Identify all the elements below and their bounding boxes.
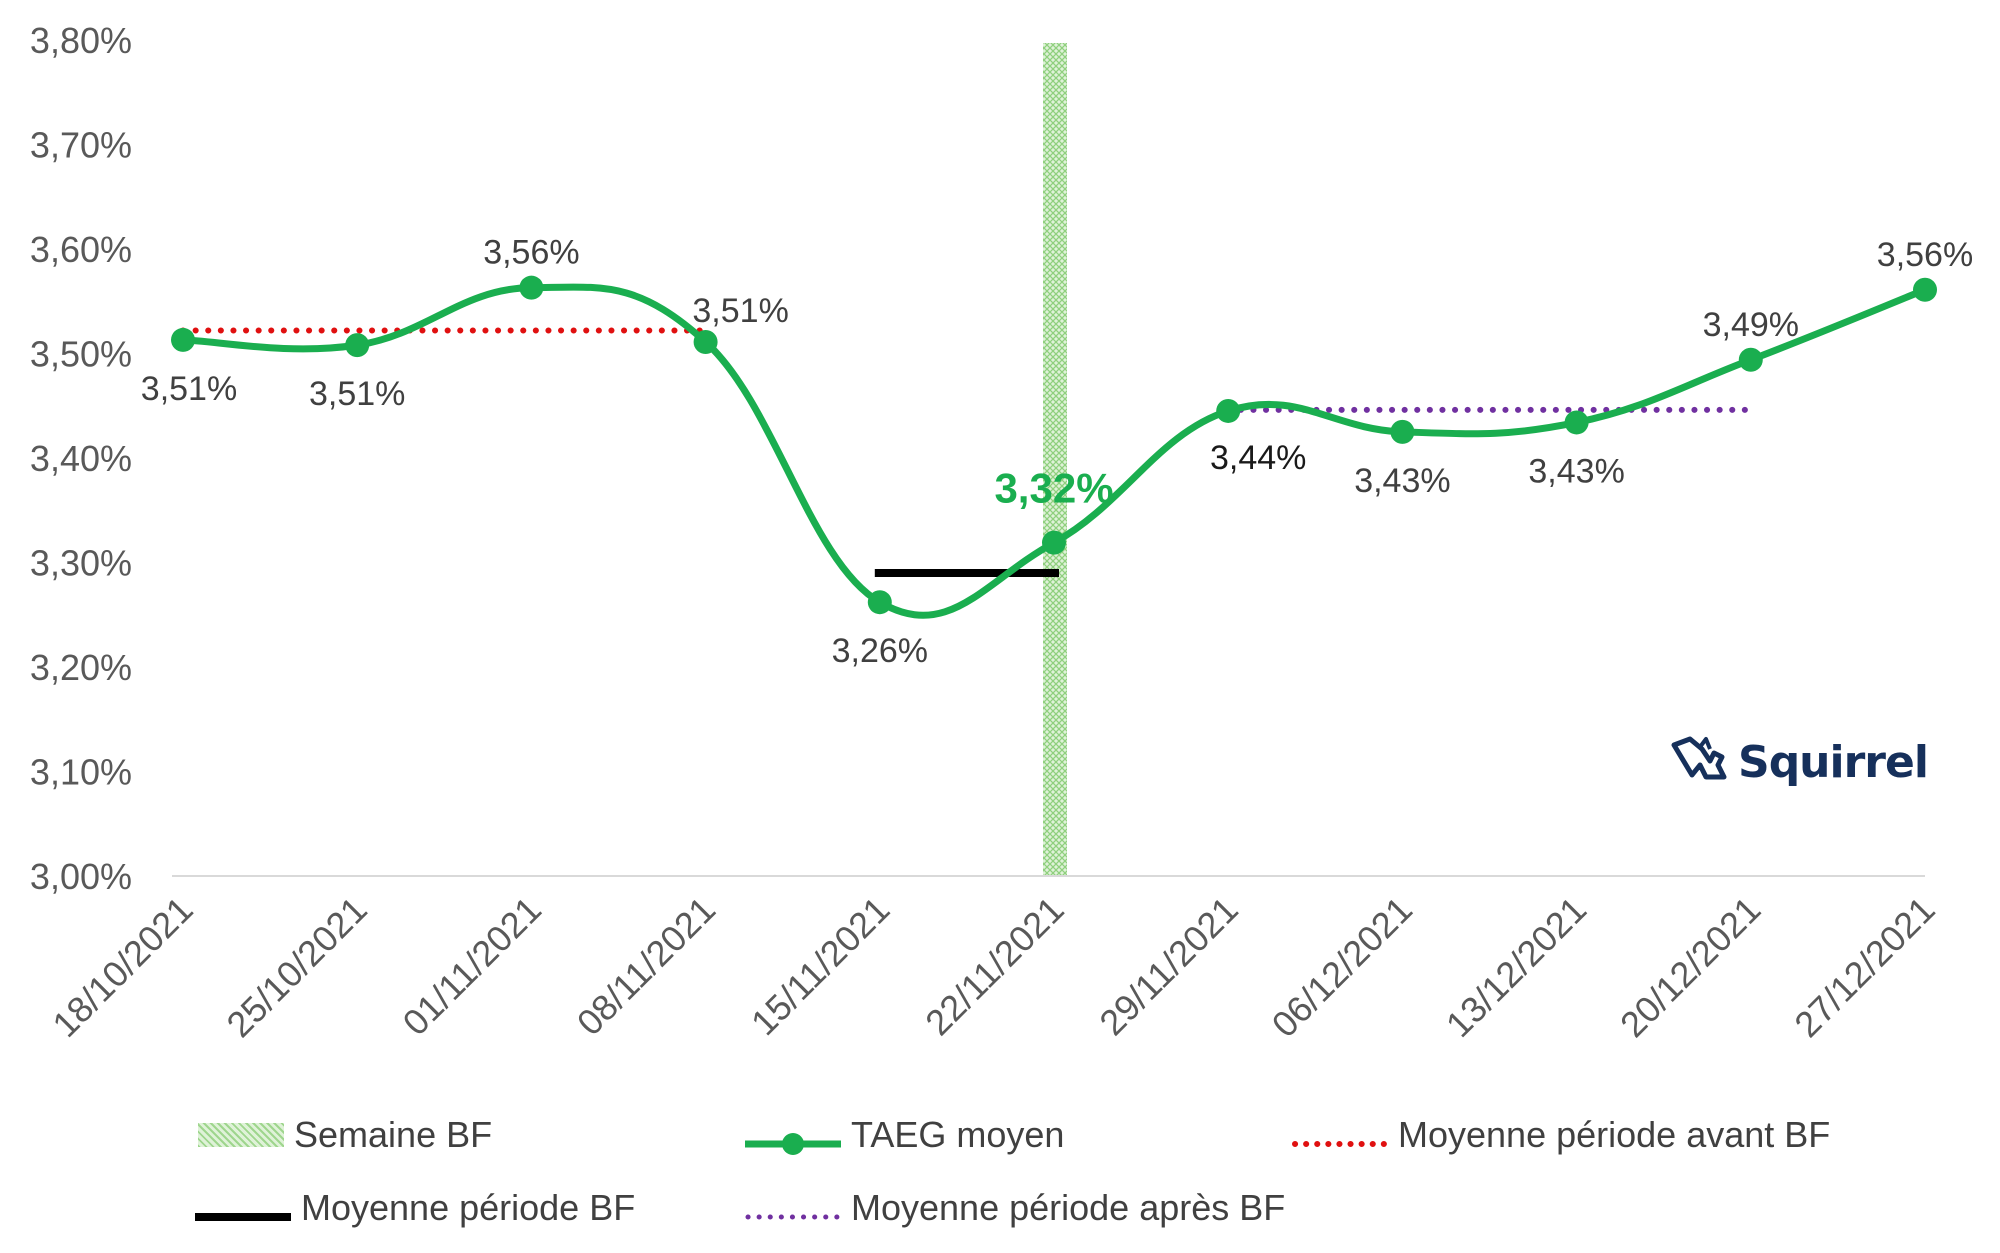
taeg-moyen-point xyxy=(1042,530,1066,555)
bf-week-band xyxy=(1043,43,1067,876)
y-tick-label: 3,30% xyxy=(30,543,132,584)
y-tick-label: 3,10% xyxy=(30,752,132,793)
legend-item-moyenne-bf: Moyenne période BF xyxy=(195,1183,635,1233)
x-tick-label: 15/11/2021 xyxy=(743,889,898,1044)
average-lines xyxy=(180,327,1754,577)
legend-label: Moyenne période avant BF xyxy=(1398,1114,1831,1155)
red-dotted-swatch-icon xyxy=(1292,1123,1391,1147)
taeg-moyen-point xyxy=(1913,277,1937,302)
line-marker-swatch-icon xyxy=(745,1123,841,1155)
taeg-moyen-point xyxy=(1216,398,1241,423)
y-tick-label: 3,40% xyxy=(30,438,132,479)
x-tick-label: 06/12/2021 xyxy=(1264,889,1420,1045)
x-tick-label: 08/11/2021 xyxy=(569,889,724,1044)
hatched-band-swatch-icon xyxy=(198,1123,284,1147)
legend-label: Moyenne période après BF xyxy=(851,1187,1286,1228)
black-line-swatch-icon xyxy=(195,1196,291,1221)
y-axis-ticks: 3,00% 3,10% 3,20% 3,30% 3,40% 3,50% 3,60% 3,70%… xyxy=(30,20,132,897)
x-tick-label: 20/12/2021 xyxy=(1612,889,1768,1045)
data-label: 3,51% xyxy=(692,292,788,330)
data-label: 3,56% xyxy=(1877,236,1973,274)
data-label: 3,44% xyxy=(1210,439,1306,477)
data-label: 3,43% xyxy=(1354,462,1450,500)
y-tick-label: 3,80% xyxy=(30,20,132,61)
legend-label: TAEG moyen xyxy=(851,1114,1065,1155)
taeg-series xyxy=(171,275,1937,619)
taeg-moyen-point xyxy=(1738,347,1763,372)
x-tick-label: 27/12/2021 xyxy=(1786,889,1942,1045)
y-tick-label: 3,20% xyxy=(30,647,132,688)
data-label: 3,51% xyxy=(141,370,237,408)
legend-label: Moyenne période BF xyxy=(301,1187,636,1228)
data-label: 3,56% xyxy=(483,234,579,272)
x-tick-label: 01/11/2021 xyxy=(395,889,550,1044)
taeg-moyen-point xyxy=(1564,410,1589,435)
logo-text: Squirrel xyxy=(1738,736,1929,788)
taeg-moyen-line xyxy=(182,283,1927,619)
legend-item-moyenne-avant-bf: Moyenne période avant BF xyxy=(1292,1110,1830,1160)
data-label: 3,26% xyxy=(832,632,928,670)
data-label: 3,51% xyxy=(309,375,405,413)
data-label: 3,49% xyxy=(1703,306,1799,344)
x-tick-label: 13/12/2021 xyxy=(1438,889,1594,1045)
taeg-moyen-point xyxy=(345,333,370,358)
legend-label: Semaine BF xyxy=(294,1114,493,1155)
taeg-moyen-point xyxy=(693,330,718,355)
bf-week-band-layer xyxy=(1043,43,1067,876)
taeg-moyen-point xyxy=(519,275,544,300)
taeg-moyen-point xyxy=(1390,419,1415,444)
y-tick-label: 3,70% xyxy=(30,125,132,166)
squirrel-logo-icon xyxy=(1671,736,1727,780)
taeg-moyen-point xyxy=(867,590,892,615)
x-tick-label: 25/10/2021 xyxy=(218,889,374,1045)
legend-item-moyenne-apres-bf: Moyenne période après BF xyxy=(745,1183,1285,1233)
y-tick-label: 3,60% xyxy=(30,229,132,270)
data-label: 3,32% xyxy=(994,465,1113,512)
legend-item-taeg-moyen: TAEG moyen xyxy=(745,1110,1064,1160)
squirrel-logo: Squirrel xyxy=(1670,735,1929,789)
data-label: 3,43% xyxy=(1528,452,1624,490)
x-tick-label: 22/11/2021 xyxy=(917,889,1072,1044)
x-axis-ticks: 18/10/2021 25/10/2021 01/11/2021 08/11/2021… xyxy=(44,889,1942,1045)
y-tick-label: 3,00% xyxy=(30,856,132,897)
legend-item-semaine-bf: Semaine BF xyxy=(198,1110,492,1160)
y-tick-label: 3,50% xyxy=(30,334,132,375)
x-tick-label: 29/11/2021 xyxy=(1091,889,1246,1044)
x-tick-label: 18/10/2021 xyxy=(44,889,200,1045)
purple-dotted-swatch-icon xyxy=(745,1196,844,1220)
data-labels: 3,51% 3,51% 3,56% 3,51% 3,26% 3,32% 3,44% 3,43%… xyxy=(141,234,1973,671)
taeg-moyen-point xyxy=(171,327,195,352)
